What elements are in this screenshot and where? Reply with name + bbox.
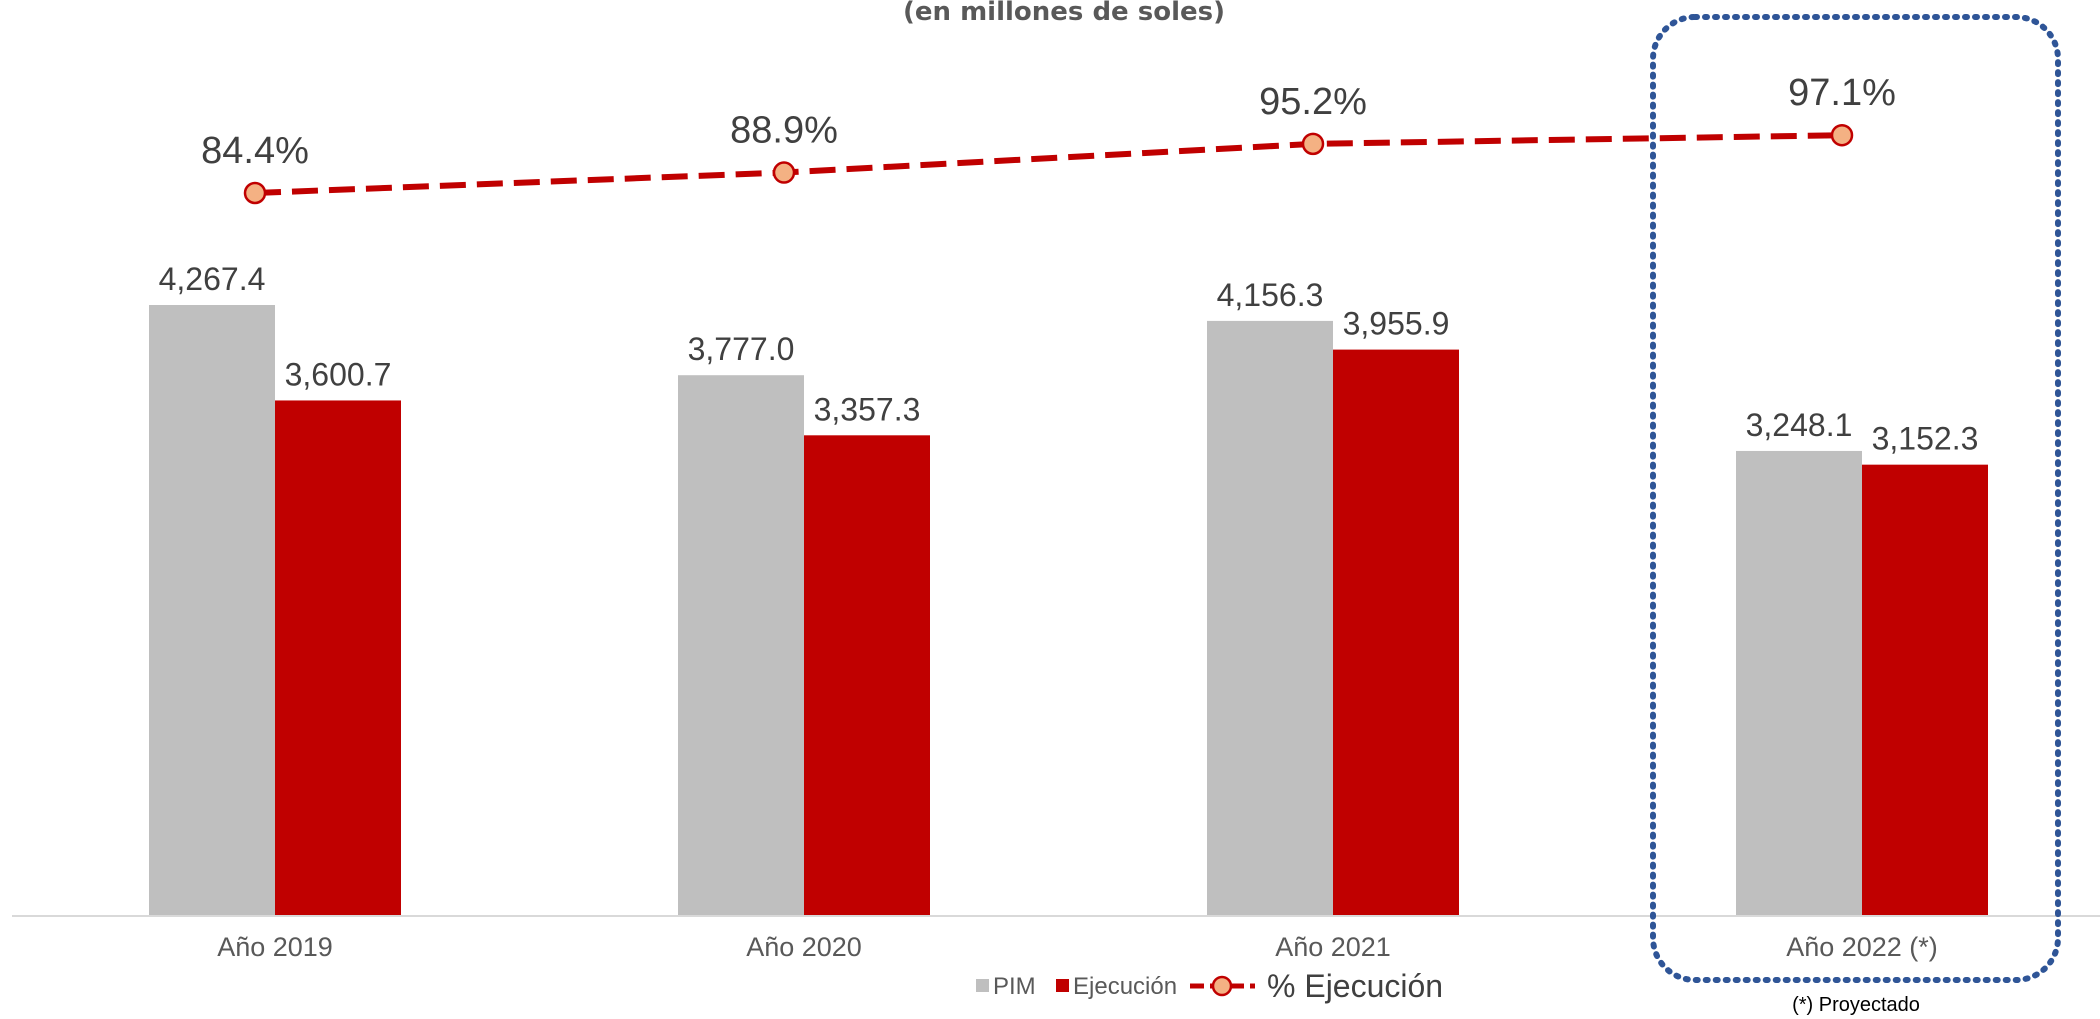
- legend-label-pim: PIM: [993, 973, 1036, 1000]
- projection-highlight-box: [1650, 14, 2061, 983]
- percent-label-ano-2022: 97.1%: [1788, 72, 1896, 114]
- percent-label-ano-2019: 84.4%: [201, 130, 309, 172]
- label-ejecucion-ano-2019: 3,600.7: [285, 356, 392, 392]
- bar-pim-ano-2022: [1736, 450, 1862, 916]
- percent-marker-ano-2022: [1830, 123, 1854, 147]
- x-tick-ano-2019: Año 2019: [217, 932, 333, 962]
- footnote-projected: (*) Proyectado: [1792, 994, 1920, 1016]
- legend-swatch-ejecucion: [1056, 979, 1069, 992]
- percent-marker-ano-2021: [1301, 132, 1325, 156]
- bar-pim-ano-2020: [678, 375, 804, 917]
- legend-label-percent: % Ejecución: [1267, 968, 1443, 1004]
- label-pim-ano-2022: 3,248.1: [1746, 407, 1853, 443]
- label-pim-ano-2021: 4,156.3: [1217, 277, 1324, 313]
- percent-label-ano-2020: 88.9%: [730, 110, 838, 152]
- bars-layer: [149, 305, 1988, 917]
- bar-ejecucion-ano-2019: [275, 400, 401, 916]
- percent-line-layer: [243, 123, 1854, 205]
- data-labels-layer: 4,267.4 3,600.7 3,777.0 3,357.3 4,156.3 3,955…: [159, 72, 1979, 456]
- x-tick-ano-2022: Año 2022 (*): [1786, 932, 1938, 962]
- x-tick-ano-2021: Año 2021: [1275, 932, 1391, 962]
- label-pim-ano-2019: 4,267.4: [159, 261, 266, 297]
- legend: PIM Ejecución % Ejecución: [976, 968, 1443, 1004]
- chart-subtitle: (en millones de soles): [903, 0, 1225, 27]
- label-ejecucion-ano-2021: 3,955.9: [1343, 306, 1450, 342]
- legend-swatch-pim: [976, 979, 989, 992]
- legend-label-ejecucion: Ejecución: [1073, 973, 1177, 1000]
- percent-marker-ano-2019: [243, 181, 267, 205]
- label-pim-ano-2020: 3,777.0: [688, 331, 795, 367]
- bar-ejecucion-ano-2020: [804, 435, 930, 916]
- bar-ejecucion-ano-2022: [1862, 464, 1988, 916]
- percent-label-ano-2021: 95.2%: [1259, 81, 1367, 123]
- bar-pim-ano-2019: [149, 305, 275, 916]
- label-ejecucion-ano-2020: 3,357.3: [814, 391, 921, 427]
- x-tick-ano-2020: Año 2020: [746, 932, 862, 962]
- bar-ejecucion-ano-2021: [1333, 349, 1459, 916]
- x-axis-ticks: Año 2019 Año 2020 Año 2021 Año 2022 (*): [217, 932, 1938, 962]
- percent-ejecucion-line: [254, 132, 1843, 196]
- label-ejecucion-ano-2022: 3,152.3: [1872, 421, 1979, 457]
- bar-pim-ano-2021: [1207, 320, 1333, 917]
- percent-marker-ano-2020: [772, 161, 796, 184]
- legend-marker-percent: [1211, 975, 1233, 997]
